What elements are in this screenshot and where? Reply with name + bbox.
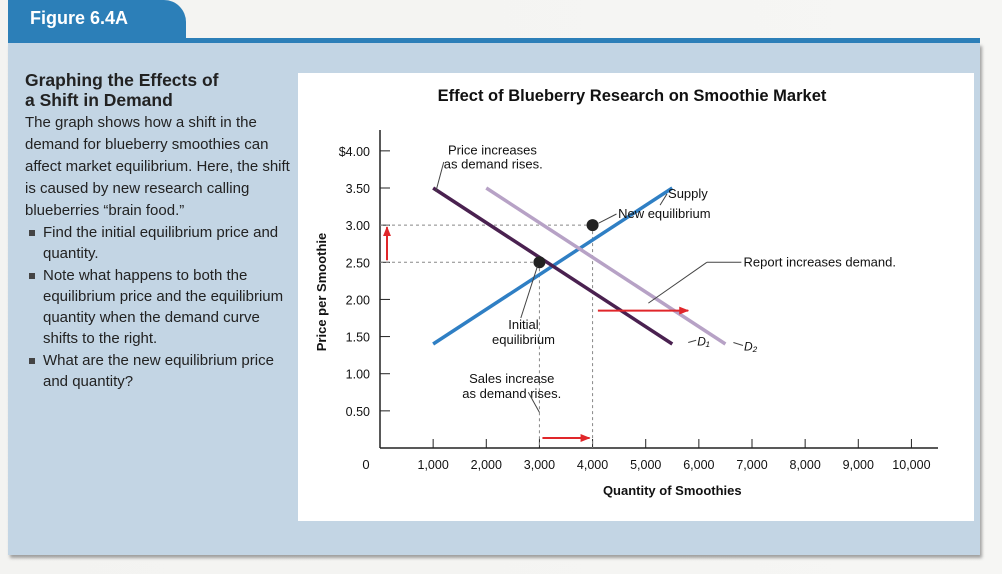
chart-title: Effect of Blueberry Research on Smoothie… (438, 87, 827, 105)
demand-curve-d2 (485, 186, 727, 346)
initial-equilibrium-label-line1: Initial (508, 317, 538, 332)
question-list: Find the initial equilibrium price and q… (25, 222, 295, 392)
d2-label: D₂ (744, 339, 758, 353)
chart-panel: Effect of Blueberry Research on Smoothie… (298, 73, 974, 521)
y-tick-label: 2.00 (346, 293, 370, 307)
y-tick-label: 3.50 (346, 182, 370, 196)
guide-lines (380, 224, 594, 448)
x-tick-label: 2,000 (471, 458, 502, 472)
x-tick-label: 6,000 (683, 458, 714, 472)
report-leader-a (648, 261, 708, 304)
y-tick-label: $4.00 (339, 145, 370, 159)
new-equilibrium-leader (598, 213, 617, 224)
equilibrium-points (533, 219, 599, 269)
annotations: Supply D₁ D₂ New equilibrium Initial equ… (435, 143, 896, 413)
sidebar-title-line2: a Shift in Demand (25, 90, 173, 110)
y-tick-label: 1.00 (346, 368, 370, 382)
x-tick-label: 5,000 (630, 458, 661, 472)
question-item: What are the new equilibrium price and q… (25, 350, 295, 392)
sales-increase-label-line1: Sales increase (469, 371, 554, 386)
d2-leader (733, 342, 744, 346)
demand-shift-chart: Effect of Blueberry Research on Smoothie… (314, 87, 938, 498)
x-tick-label: 1,000 (418, 458, 449, 472)
question-item: Find the initial equilibrium price and q… (25, 222, 295, 264)
y-tick-label: 0.50 (346, 405, 370, 419)
price-increase-label-line1: Price increases (448, 143, 537, 158)
sales-increase-leader (527, 392, 540, 413)
demand-curve-d1 (432, 186, 674, 346)
x-tick-label: 8,000 (790, 458, 821, 472)
figure-tab: Figure 6.4A (8, 0, 186, 40)
new-equilibrium-point (586, 219, 599, 232)
x-tick-label: 4,000 (577, 458, 608, 472)
x-tick-label: 3,000 (524, 458, 555, 472)
sales-increase-label-line2: as demand rises. (462, 386, 561, 401)
initial-equilibrium-label-line2: equilibrium (492, 332, 555, 347)
initial-equilibrium-leader (520, 266, 538, 319)
figure-label: Figure 6.4A (30, 8, 129, 28)
report-label: Report increases demand. (743, 254, 895, 269)
initial-equilibrium-point (533, 256, 546, 269)
x-tick-label: 10,000 (892, 458, 930, 472)
sidebar-title-line1: Graphing the Effects of (25, 70, 219, 90)
y-tick-label: 3.00 (346, 219, 370, 233)
y-tick-label: 1.50 (346, 331, 370, 345)
new-equilibrium-label: New equilibrium (618, 206, 710, 221)
x-axis-label: Quantity of Smoothies (603, 483, 742, 498)
sidebar-description: The graph shows how a shift in the deman… (25, 114, 290, 219)
x-tick-label: 9,000 (843, 458, 874, 472)
price-increase-label-line2: as demand rises. (444, 157, 543, 172)
supply-label: Supply (668, 186, 708, 201)
y-tick-label: 2.50 (346, 256, 370, 270)
question-item: Note what happens to both the equilibriu… (25, 265, 295, 349)
shift-arrows (383, 226, 690, 442)
header-rule (8, 38, 980, 43)
sidebar-title: Graphing the Effects of a Shift in Deman… (25, 70, 295, 110)
axes: 1,000 2,000 3,000 4,000 5,000 6,000 7,000 8,000… (339, 130, 938, 472)
curves (432, 186, 727, 346)
d1-leader (688, 339, 697, 343)
sidebar: Graphing the Effects of a Shift in Deman… (25, 70, 295, 393)
d1-label: D₁ (697, 334, 710, 348)
x-tick-label: 7,000 (736, 458, 767, 472)
y-axis-label: Price per Smoothie (314, 233, 329, 351)
origin-label: 0 (362, 457, 369, 472)
price-increase-leader (435, 161, 445, 192)
supply-leader (659, 193, 668, 206)
